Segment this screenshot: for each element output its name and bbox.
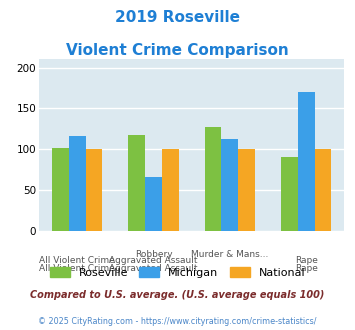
Bar: [205, 127, 222, 231]
Text: All Violent Crime: All Violent Crime: [39, 255, 115, 265]
Text: © 2025 CityRating.com - https://www.cityrating.com/crime-statistics/: © 2025 CityRating.com - https://www.city…: [38, 317, 317, 326]
Bar: [281, 157, 298, 231]
Text: Violent Crime Comparison: Violent Crime Comparison: [66, 43, 289, 58]
Bar: [86, 149, 102, 231]
Text: Murder & Mans...: Murder & Mans...: [191, 250, 268, 259]
Bar: [145, 177, 162, 231]
Bar: [238, 149, 255, 231]
Text: Compared to U.S. average. (U.S. average equals 100): Compared to U.S. average. (U.S. average …: [30, 290, 325, 300]
Bar: [52, 148, 69, 231]
Bar: [162, 149, 179, 231]
Bar: [222, 140, 238, 231]
Text: Rape: Rape: [295, 264, 318, 273]
Bar: [69, 136, 86, 231]
Text: Aggravated Assault: Aggravated Assault: [109, 255, 198, 265]
Bar: [129, 135, 145, 231]
Text: Rape: Rape: [295, 255, 318, 265]
Legend: Roseville, Michigan, National: Roseville, Michigan, National: [45, 263, 310, 282]
Text: All Violent Crime: All Violent Crime: [39, 264, 115, 273]
Text: 2019 Roseville: 2019 Roseville: [115, 10, 240, 25]
Text: Robbery: Robbery: [135, 250, 172, 259]
Bar: [298, 92, 315, 231]
Bar: [315, 149, 331, 231]
Text: Aggravated Assault: Aggravated Assault: [109, 264, 198, 273]
